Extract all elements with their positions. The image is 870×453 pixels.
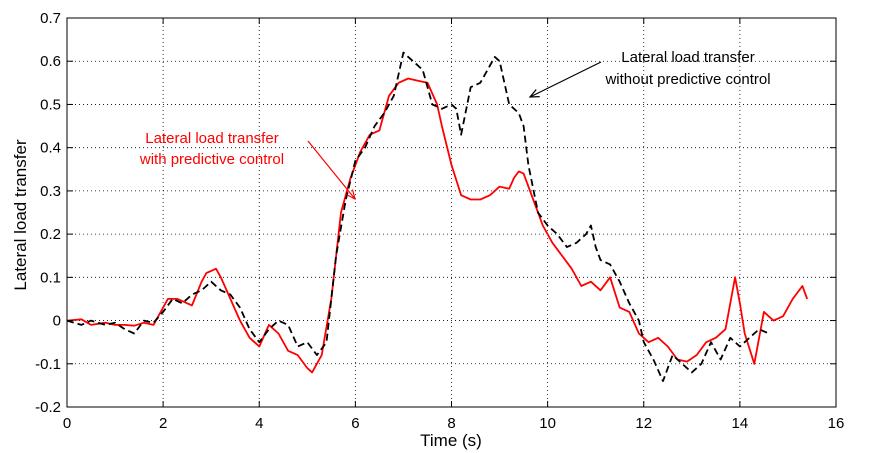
y-tick-label: 0: [53, 313, 61, 330]
series-line-without-control: [66, 51, 770, 383]
annotation-with-control-line1: Lateral load transfer: [145, 130, 278, 147]
x-tick-label: 0: [63, 415, 71, 432]
y-tick-label: 0.6: [40, 53, 61, 70]
y-axis-label: Lateral load transfer: [11, 139, 30, 291]
annotation-arrow-without-control: [530, 61, 602, 97]
x-tick-label: 6: [351, 415, 359, 432]
series-line-with-control: [66, 77, 809, 374]
y-tick-label: 0.3: [40, 183, 61, 200]
annotation-without-control-line2: without predictive control: [604, 71, 770, 88]
y-tick-label: 0.7: [40, 10, 61, 27]
y-tick-label: 0.1: [40, 269, 61, 286]
ticks: [66, 17, 837, 408]
x-tick-label: 14: [732, 415, 749, 432]
annotation-arrow-with-control: [307, 140, 355, 199]
x-tick-label: 4: [255, 415, 263, 432]
annotation-with-control-line2: with predictive control: [139, 151, 284, 168]
y-tick-labels: -0.2 -0.1 0 0.1 0.2 0.3 0.4 0.5 0.6 0.7: [35, 10, 61, 416]
x-tick-label: 10: [539, 415, 556, 432]
y-tick-label: 0.4: [40, 140, 61, 157]
annotation-without-control-line1: Lateral load transfer: [621, 49, 754, 66]
x-axis-label: Time (s): [420, 431, 482, 450]
x-tick-label: 2: [159, 415, 167, 432]
y-tick-label: 0.5: [40, 96, 61, 113]
y-tick-label: -0.2: [35, 399, 61, 416]
x-tick-label: 16: [828, 415, 845, 432]
x-tick-label: 8: [447, 415, 455, 432]
x-tick-label: 12: [635, 415, 652, 432]
y-tick-label: -0.1: [35, 356, 61, 373]
series-layer: [66, 51, 809, 383]
x-tick-labels: 0 2 4 6 8 10 12 14 16: [63, 415, 845, 432]
y-tick-label: 0.2: [40, 226, 61, 243]
